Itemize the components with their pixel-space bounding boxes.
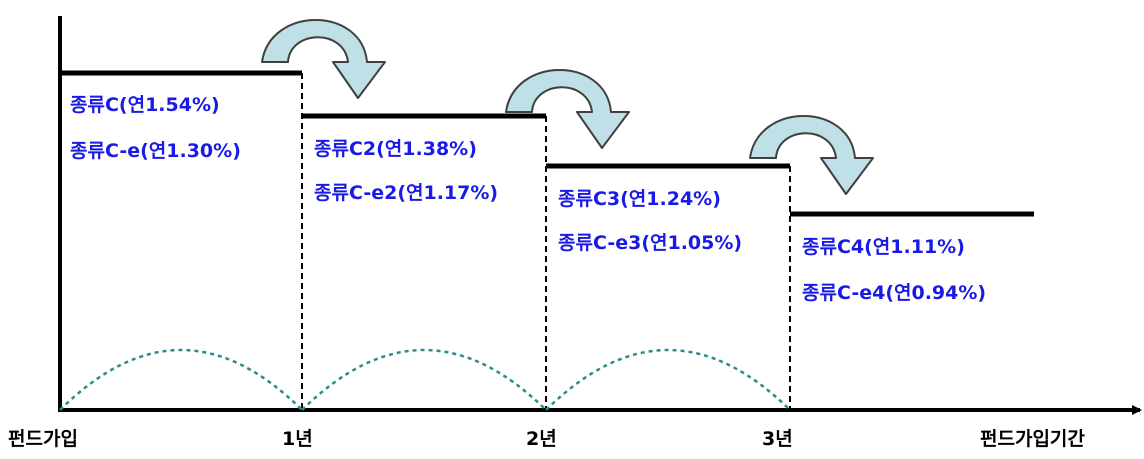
x-axis-tick-3: 3년 — [762, 428, 793, 450]
fee-label-ce-1: 종류C-e(연1.30%) — [70, 140, 241, 162]
year-arc-2 — [301, 348, 547, 411]
x-axis-start-label: 펀드가입 — [8, 428, 78, 450]
year-arc-1 — [59, 348, 303, 411]
year-arc-3 — [545, 348, 791, 411]
curved-down-arrow-icon — [749, 115, 874, 195]
x-axis-title: 펀드가입기간 — [980, 428, 1085, 450]
fee-label-c-2: 종류C2(연1.38%) — [314, 138, 477, 160]
curved-down-arrow-icon — [261, 19, 386, 99]
fee-label-c-1: 종류C(연1.54%) — [70, 94, 220, 116]
x-axis-tick-2: 2년 — [526, 428, 557, 450]
curved-down-arrow-icon — [505, 69, 630, 149]
fee-label-c-4: 종류C4(연1.11%) — [802, 236, 965, 258]
x-axis-tick-1: 1년 — [282, 428, 313, 450]
fee-label-c-3: 종류C3(연1.24%) — [558, 188, 721, 210]
fee-label-ce-4: 종류C-e4(연0.94%) — [802, 282, 987, 304]
fee-label-ce-3: 종류C-e3(연1.05%) — [558, 232, 743, 254]
fee-label-ce-2: 종류C-e2(연1.17%) — [314, 182, 499, 204]
